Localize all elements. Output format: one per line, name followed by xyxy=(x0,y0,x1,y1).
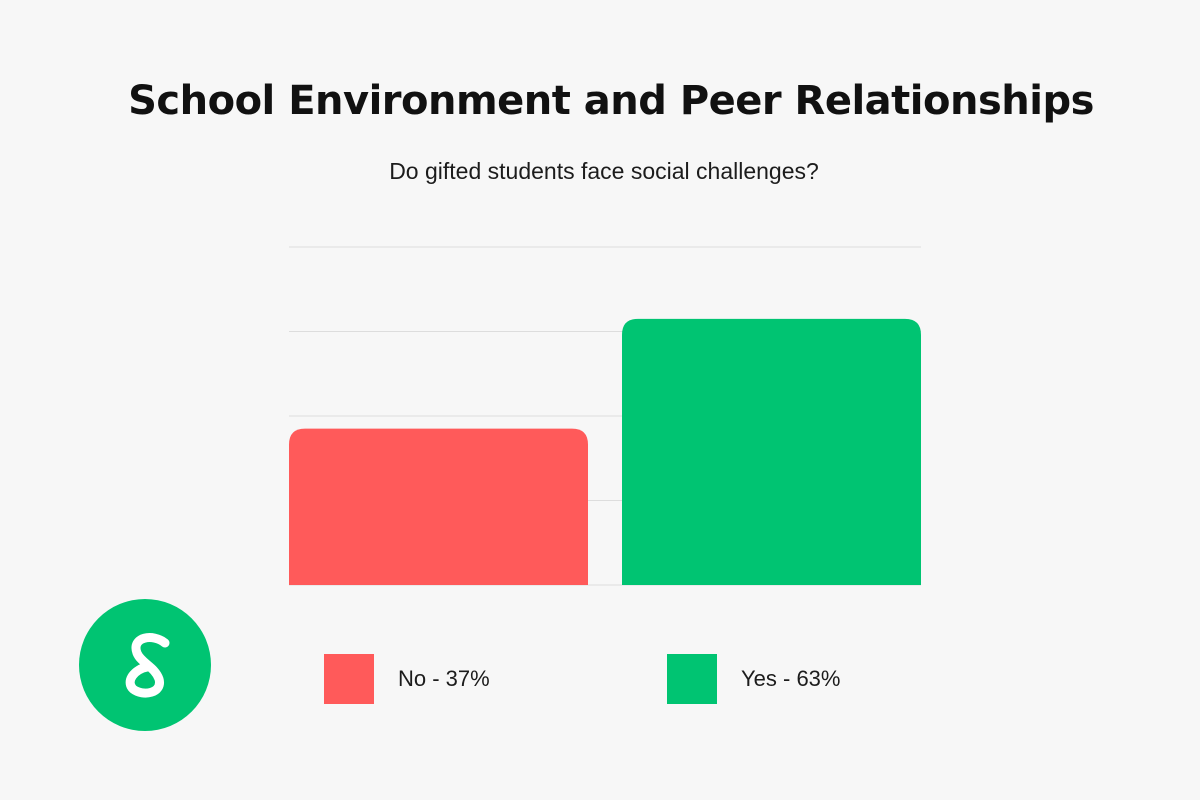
legend-item-yes: Yes - 63% xyxy=(667,654,840,704)
legend-swatch-yes xyxy=(667,654,717,704)
chart-subtitle: Do gifted students face social challenge… xyxy=(389,158,819,184)
legend-swatch-no xyxy=(324,654,374,704)
legend-label-yes: Yes - 63% xyxy=(741,666,841,691)
bar-no xyxy=(289,428,588,585)
chart-title: School Environment and Peer Relationship… xyxy=(128,78,1094,124)
bar-yes xyxy=(622,318,921,585)
brand-logo xyxy=(79,599,211,731)
legend-label-no: No - 37% xyxy=(398,666,490,691)
brand-logo-icon xyxy=(125,633,170,698)
bar-chart xyxy=(289,246,921,586)
legend-item-no: No - 37% xyxy=(324,654,490,704)
